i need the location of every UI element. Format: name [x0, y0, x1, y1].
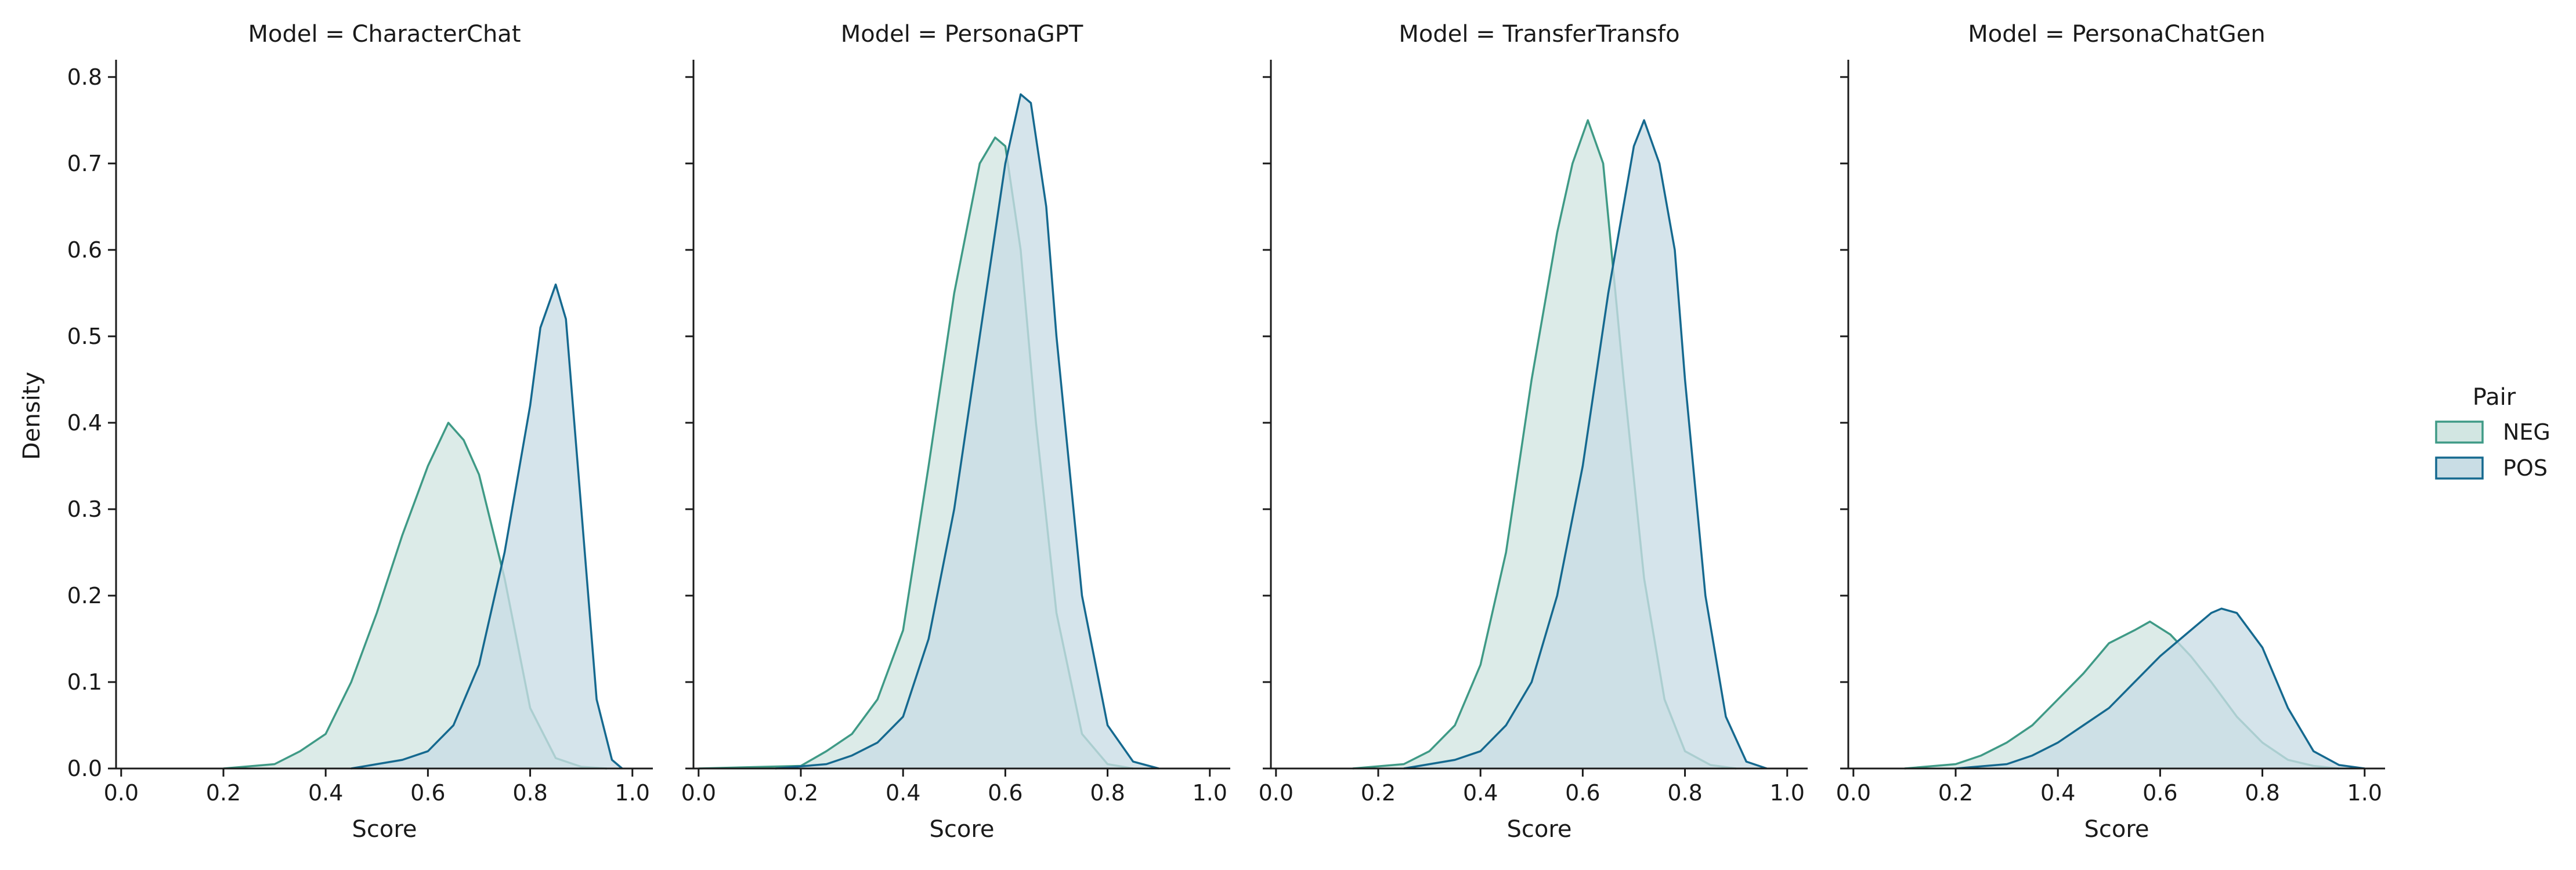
x-tick-label: 0.8	[1667, 780, 1702, 806]
x-tick-label: 0.2	[206, 780, 241, 806]
legend-label: NEG	[2503, 419, 2550, 445]
facet-title: Model = CharacterChat	[248, 21, 521, 48]
y-tick-label: 0.8	[67, 64, 102, 90]
x-tick-label: 1.0	[2347, 780, 2382, 806]
x-tick-label: 0.8	[512, 780, 547, 806]
facet-panel-personachatgen: 0.0 0.2 0.4 0.6 0.8 1.0 Model = PersonaChatGen…	[1836, 21, 2385, 843]
x-tick-label: 0.0	[1259, 780, 1294, 806]
x-tick-label: 0.8	[1090, 780, 1125, 806]
facet-panel-characterchat: 0.0 0.2 0.4 0.6 0.8 1.0 0.0 0.1 0.2 0.3 0.4 0.5 0.6 0…	[67, 21, 653, 843]
x-tick-label: 0.4	[886, 780, 920, 806]
y-tick-label: 0.1	[67, 669, 102, 695]
kde-line-pos-personagpt	[775, 93, 1159, 770]
x-axis-title: Score	[2084, 816, 2149, 843]
kde-area-pos-transfertransfo	[1404, 120, 1767, 768]
y-axis-title: Density	[19, 372, 45, 460]
legend-swatch-pos	[2435, 456, 2484, 480]
y-tick-label: 0.5	[67, 324, 102, 349]
facet-title: Model = PersonaChatGen	[1968, 21, 2265, 48]
y-tick-label: 0.7	[67, 151, 102, 176]
legend-title: Pair	[2473, 384, 2516, 411]
facet-title: Model = TransferTransfo	[1399, 21, 1679, 48]
kde-line-pos-personachatgen	[1955, 607, 2365, 770]
legend-swatch-neg	[2435, 420, 2484, 444]
x-tick-label: 0.2	[783, 780, 818, 806]
x-tick-label: 0.6	[1565, 780, 1600, 806]
x-axis-title: Score	[1506, 816, 1571, 843]
x-tick-label: 0.0	[681, 780, 716, 806]
x-tick-label: 1.0	[1193, 780, 1227, 806]
x-axis-title: Score	[352, 816, 417, 843]
x-tick-label: 0.4	[1463, 780, 1498, 806]
x-tick-label: 0.2	[1938, 780, 1973, 806]
legend-item-neg: NEG	[2435, 419, 2550, 445]
y-tick-label: 0.6	[67, 237, 102, 263]
y-tick-label: 0.4	[67, 410, 102, 436]
x-tick-label: 0.6	[2143, 780, 2177, 806]
x-tick-label: 1.0	[1770, 780, 1805, 806]
legend-item-pos: POS	[2435, 455, 2548, 481]
facets-layer: 0.0 0.2 0.4 0.6 0.8 1.00.00.10.20.30.40.50.60…	[67, 21, 2385, 843]
legend-label: POS	[2503, 455, 2548, 481]
kde-line-pos-characterchat	[351, 283, 623, 770]
kde-line-pos-transfertransfo	[1403, 119, 1768, 770]
x-tick-label: 0.0	[1836, 780, 1871, 806]
legend: Pair NEG POS	[2435, 384, 2550, 481]
kde-area-pos-personagpt	[775, 94, 1159, 769]
facet-panel-personagpt: 0.0 0.2 0.4 0.6 0.8 1.0 Model = PersonaGPT Scor…	[681, 21, 1230, 843]
y-tick-label: 0.0	[67, 756, 102, 781]
facet-panel-transfertransfo: 0.0 0.2 0.4 0.6 0.8 1.0 Model = TransferTransf…	[1259, 21, 1808, 843]
kde-area-pos-characterchat	[351, 284, 623, 768]
y-tick-label: 0.2	[67, 583, 102, 608]
x-tick-label: 1.0	[615, 780, 650, 806]
y-tick-label: 0.3	[67, 496, 102, 522]
x-tick-label: 0.6	[410, 780, 445, 806]
x-tick-label: 0.4	[308, 780, 343, 806]
x-tick-label: 0.2	[1361, 780, 1396, 806]
x-axis-title: Score	[929, 816, 994, 843]
x-tick-label: 0.0	[104, 780, 139, 806]
x-tick-label: 0.8	[2245, 780, 2279, 806]
x-tick-label: 0.6	[988, 780, 1023, 806]
x-tick-label: 0.4	[2040, 780, 2075, 806]
facet-title: Model = PersonaGPT	[841, 21, 1083, 48]
